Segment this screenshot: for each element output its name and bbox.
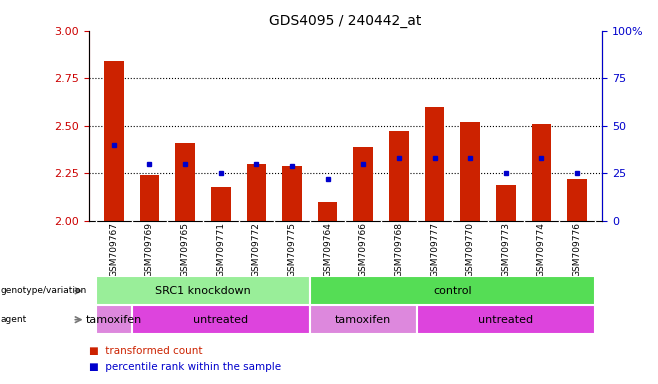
- Text: ■  transformed count: ■ transformed count: [89, 346, 202, 356]
- Text: tamoxifen: tamoxifen: [86, 314, 142, 325]
- Bar: [96, 276, 310, 305]
- Bar: [139, 175, 159, 221]
- Bar: [96, 305, 132, 334]
- Bar: [417, 305, 595, 334]
- Text: GSM709774: GSM709774: [537, 222, 546, 277]
- Text: ■  percentile rank within the sample: ■ percentile rank within the sample: [89, 362, 281, 372]
- Text: SRC1 knockdown: SRC1 knockdown: [155, 286, 251, 296]
- Text: untreated: untreated: [478, 314, 534, 325]
- Bar: [461, 122, 480, 221]
- Text: GSM709765: GSM709765: [180, 222, 190, 278]
- Text: untreated: untreated: [193, 314, 248, 325]
- Text: tamoxifen: tamoxifen: [335, 314, 392, 325]
- Bar: [282, 166, 302, 221]
- Text: GSM709771: GSM709771: [216, 222, 225, 278]
- Text: GSM709767: GSM709767: [109, 222, 118, 278]
- Text: GSM709773: GSM709773: [501, 222, 511, 278]
- Bar: [310, 305, 417, 334]
- Bar: [104, 61, 124, 221]
- Bar: [532, 124, 551, 221]
- Bar: [353, 147, 373, 221]
- Bar: [211, 187, 230, 221]
- Text: GSM709772: GSM709772: [252, 222, 261, 277]
- Text: GSM709768: GSM709768: [394, 222, 403, 278]
- Text: GSM709766: GSM709766: [359, 222, 368, 278]
- Text: agent: agent: [1, 315, 27, 324]
- Text: GSM709776: GSM709776: [572, 222, 582, 278]
- Bar: [310, 276, 595, 305]
- Text: genotype/variation: genotype/variation: [1, 286, 87, 295]
- Text: GSM709775: GSM709775: [288, 222, 297, 278]
- Bar: [425, 107, 444, 221]
- Text: GSM709764: GSM709764: [323, 222, 332, 277]
- Bar: [496, 185, 516, 221]
- Text: GSM709777: GSM709777: [430, 222, 439, 278]
- Bar: [132, 305, 310, 334]
- Text: control: control: [433, 286, 472, 296]
- Bar: [247, 164, 266, 221]
- Bar: [389, 131, 409, 221]
- Text: GSM709769: GSM709769: [145, 222, 154, 278]
- Bar: [175, 143, 195, 221]
- Bar: [318, 202, 338, 221]
- Text: GSM709770: GSM709770: [466, 222, 474, 278]
- Title: GDS4095 / 240442_at: GDS4095 / 240442_at: [269, 14, 422, 28]
- Bar: [567, 179, 587, 221]
